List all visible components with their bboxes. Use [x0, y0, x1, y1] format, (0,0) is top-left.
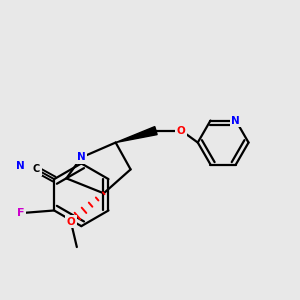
Text: O: O — [67, 217, 75, 227]
Text: C: C — [33, 164, 40, 174]
Polygon shape — [116, 127, 157, 142]
Text: N: N — [16, 161, 25, 171]
Text: F: F — [17, 208, 25, 218]
Text: O: O — [177, 126, 186, 136]
Text: N: N — [232, 116, 240, 126]
Text: N: N — [77, 152, 86, 163]
